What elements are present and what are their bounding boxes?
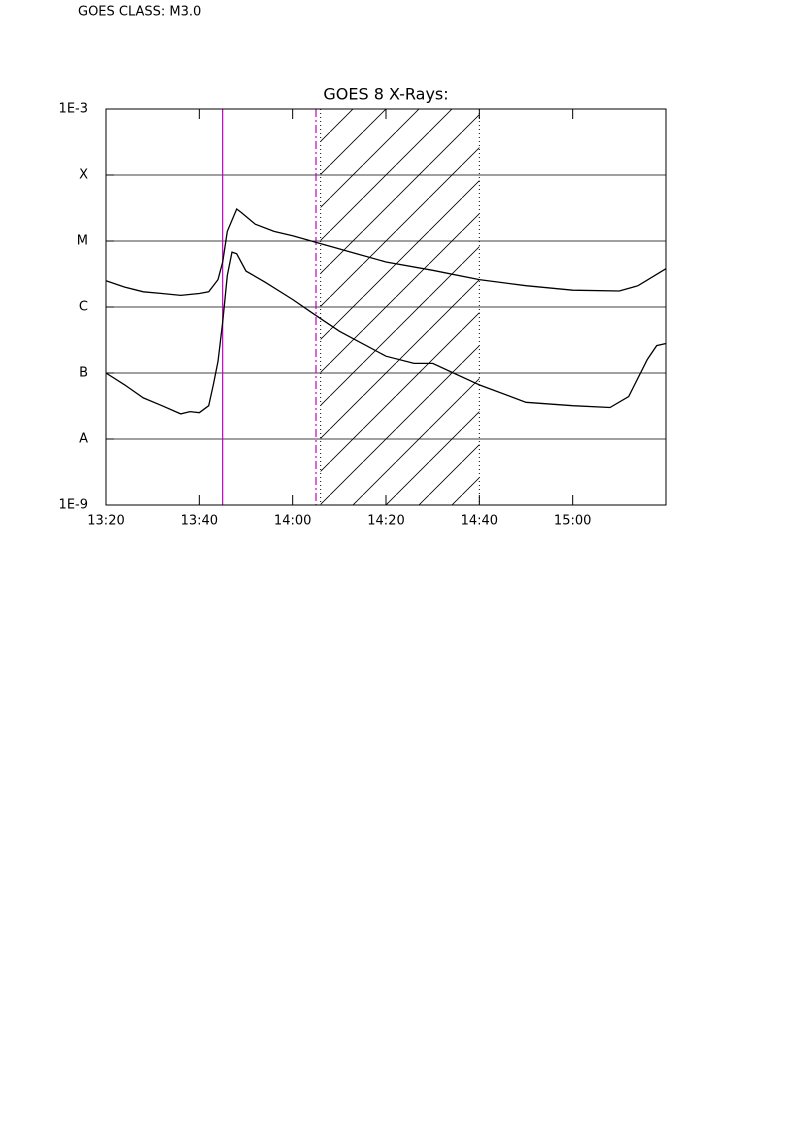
plot-frame	[105, 108, 667, 506]
y-tick-label: C	[79, 300, 88, 315]
y-tick-label: A	[79, 432, 88, 447]
x-tick-label: 13:20	[87, 514, 124, 529]
x-tick-label: 14:40	[461, 514, 498, 529]
y-tick-label: X	[79, 168, 88, 183]
x-tick-label: 13:40	[181, 514, 218, 529]
flux-line	[105, 251, 667, 415]
x-tick-label: 15:00	[554, 514, 591, 529]
flux-line	[105, 207, 667, 297]
y-tick-label: M	[77, 234, 88, 249]
y-tick-label: 1E-9	[59, 498, 88, 513]
goes-class: GOES CLASS: M3.0	[78, 5, 201, 20]
y-tick-label: 1E-3	[59, 102, 88, 117]
chart-title: GOES 8 X-Rays:	[323, 85, 448, 104]
x-tick-label: 14:00	[274, 514, 311, 529]
x-tick-label: 14:20	[367, 514, 404, 529]
y-tick-label: B	[79, 366, 88, 381]
